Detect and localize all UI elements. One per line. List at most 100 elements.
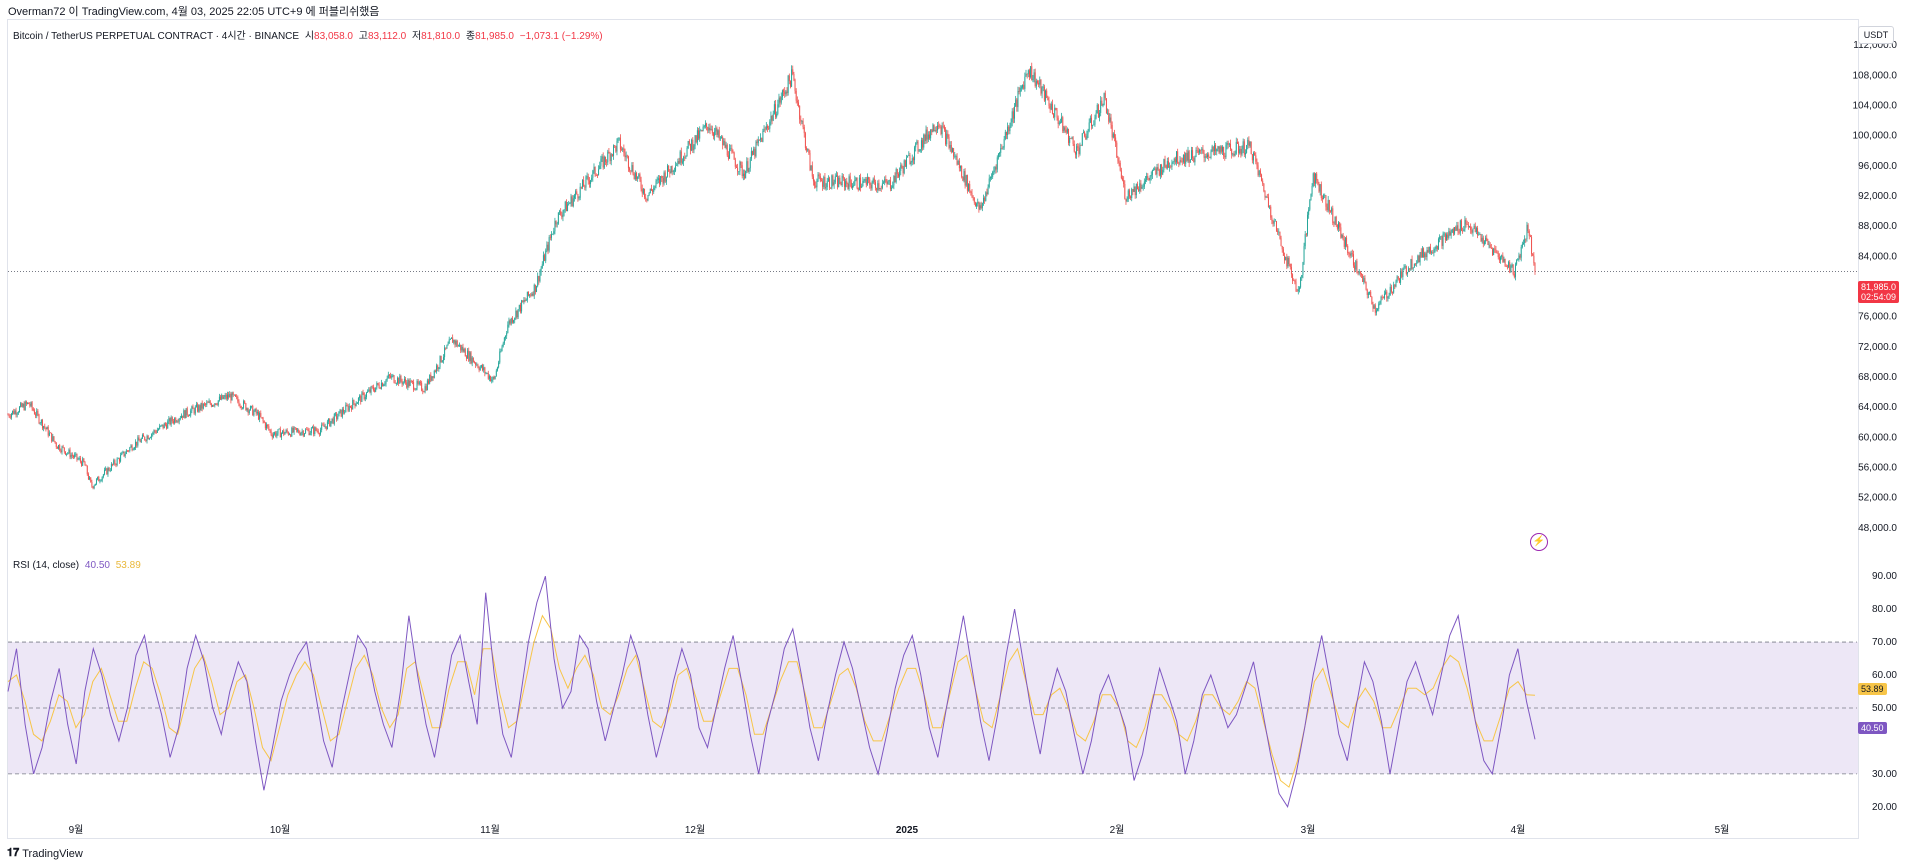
rsi-legend[interactable]: RSI (14, close) 40.50 53.89 [13,560,144,571]
last-price-value: 81,985.0 [1861,282,1897,292]
candle-body [1070,138,1072,139]
candle-body [93,485,95,489]
candle-body [1099,112,1101,118]
symbol-legend[interactable]: Bitcoin / TetherUS PERPETUAL CONTRACT · … [13,27,606,42]
candle-body [1190,150,1192,160]
candle-body [668,165,670,172]
currency-button[interactable]: USDT [1858,26,1894,44]
candle-body [376,383,378,388]
candle-body [230,393,232,401]
candle-body [691,139,693,151]
candle-body [622,148,624,151]
candle-body [987,186,989,195]
candle-body [564,201,566,210]
candle-body [1171,162,1173,167]
candle-body [1528,231,1530,237]
candle-body [1496,252,1498,254]
candle-body [942,125,944,127]
candle-body [801,121,803,122]
candle-body [10,413,12,418]
candle-body [687,140,689,149]
candle-body [460,344,462,351]
candle-body [624,152,626,158]
candle-body [1373,305,1375,309]
candle-body [151,434,153,438]
candle-body [498,362,500,368]
candle-body [729,148,731,159]
candle-body [124,453,126,457]
candle-body [1511,264,1513,267]
candle-body [467,350,469,359]
candle-body [904,160,906,167]
candle-body [1232,153,1234,155]
candle-body [71,454,73,456]
candle-body [788,75,790,82]
candle-body [447,343,449,346]
candle-body [357,397,359,403]
lightning-icon[interactable]: ⚡ [1530,533,1548,551]
candle-body [568,203,570,205]
candle-body [611,154,613,156]
candle-body [137,437,139,446]
candle-body [830,187,832,189]
candle-body [1265,196,1267,198]
candle-body [1344,237,1346,247]
candle-body [733,152,735,160]
candle-body [870,185,872,189]
candle-body [660,176,662,184]
candle-body [760,137,762,140]
candle-body [1243,141,1245,155]
candle-body [334,413,336,415]
footer-brand[interactable]: 𝟏𝟕 TradingView [7,847,83,860]
candle-body [27,402,29,404]
candle-body [861,186,863,188]
candle-body [1498,257,1500,261]
candle-body [1408,268,1410,273]
candle-body [623,148,625,153]
candle-body [725,144,727,148]
candle-body [506,332,508,336]
candle-body [635,173,637,179]
candle-body [950,145,952,153]
candle-body [439,355,441,368]
candle-body [28,402,30,404]
candle-body [1186,152,1188,161]
candle-body [536,286,538,292]
candle-body [254,408,256,412]
candle-body [416,381,418,389]
candle-body [1485,237,1487,242]
candle-body [1329,211,1331,212]
candle-body [954,156,956,157]
candle-body [823,177,825,187]
candle-body [89,477,91,480]
candle-body [22,403,24,407]
candle-body [397,377,399,384]
candle-body [920,140,922,150]
candle-body [909,155,911,165]
candle-body [841,175,843,186]
candle-body [709,127,711,131]
candle-body [548,237,550,251]
candle-body [480,365,482,368]
candle-body [320,429,322,435]
candle-body [1450,232,1452,236]
price-axis-label: 48,000.0 [1858,523,1897,534]
candle-body [33,410,35,415]
candle-body [1185,152,1187,164]
candle-body [631,165,633,172]
candle-body [1401,271,1403,277]
candle-body [654,185,656,188]
candle-body [286,430,288,433]
candle-body [892,185,894,188]
candle-body [102,474,104,477]
candle-body [1063,127,1065,132]
candle-body [1132,189,1134,192]
candle-body [1419,251,1421,263]
candle-body [778,97,780,105]
candle-body [287,432,289,435]
candle-body [470,352,472,364]
candle-body [1439,236,1441,240]
candle-body [367,391,369,393]
candle-body [328,418,330,422]
candle-body [951,148,953,153]
